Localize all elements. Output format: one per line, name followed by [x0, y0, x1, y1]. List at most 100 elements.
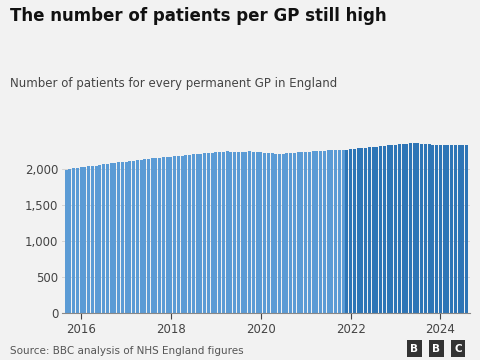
- Bar: [188, 155, 191, 313]
- Bar: [158, 158, 161, 313]
- Bar: [166, 157, 168, 313]
- Bar: [117, 162, 120, 313]
- Bar: [248, 151, 251, 313]
- Bar: [383, 146, 386, 313]
- Bar: [342, 150, 345, 313]
- Bar: [132, 161, 135, 313]
- Bar: [222, 152, 225, 313]
- Bar: [315, 151, 318, 313]
- Bar: [405, 144, 408, 313]
- Bar: [424, 144, 427, 313]
- Bar: [417, 143, 420, 313]
- Bar: [386, 145, 390, 313]
- Text: Source: BBC analysis of NHS England figures: Source: BBC analysis of NHS England figu…: [10, 346, 243, 356]
- Bar: [244, 152, 247, 313]
- Bar: [428, 144, 431, 313]
- Bar: [319, 151, 322, 313]
- Bar: [338, 150, 341, 313]
- Bar: [106, 164, 109, 313]
- Bar: [192, 154, 195, 313]
- Bar: [297, 152, 300, 313]
- Bar: [259, 152, 262, 313]
- Bar: [136, 160, 139, 313]
- Bar: [252, 152, 255, 313]
- Bar: [278, 154, 281, 313]
- Bar: [432, 145, 434, 313]
- Bar: [240, 152, 243, 313]
- Bar: [87, 166, 90, 313]
- Bar: [304, 152, 307, 313]
- Bar: [439, 145, 442, 313]
- Bar: [128, 161, 131, 313]
- Bar: [349, 149, 352, 313]
- Bar: [286, 153, 288, 313]
- Bar: [184, 155, 187, 313]
- Bar: [180, 156, 184, 313]
- Bar: [271, 153, 274, 313]
- Bar: [353, 149, 356, 313]
- Bar: [457, 145, 461, 313]
- Bar: [327, 150, 330, 313]
- Bar: [289, 153, 292, 313]
- Bar: [409, 143, 412, 313]
- Bar: [76, 168, 79, 313]
- Bar: [300, 152, 303, 313]
- Bar: [207, 153, 210, 313]
- Bar: [446, 145, 449, 313]
- Bar: [177, 156, 180, 313]
- Bar: [390, 145, 393, 313]
- Bar: [196, 154, 199, 313]
- Bar: [413, 143, 416, 313]
- Bar: [274, 154, 277, 313]
- Bar: [109, 163, 112, 313]
- Bar: [465, 145, 468, 313]
- Bar: [372, 147, 374, 313]
- Bar: [308, 152, 311, 313]
- Bar: [461, 145, 465, 313]
- Bar: [65, 170, 68, 313]
- Bar: [398, 144, 401, 313]
- Bar: [255, 152, 259, 313]
- Bar: [420, 144, 423, 313]
- Bar: [102, 164, 105, 313]
- Bar: [151, 158, 154, 313]
- Bar: [282, 154, 285, 313]
- Text: The number of patients per GP still high: The number of patients per GP still high: [10, 7, 386, 25]
- Bar: [330, 150, 334, 313]
- Bar: [98, 165, 101, 313]
- Bar: [293, 153, 296, 313]
- Bar: [379, 146, 382, 313]
- Bar: [323, 151, 326, 313]
- Bar: [312, 151, 315, 313]
- Bar: [368, 147, 371, 313]
- Bar: [226, 151, 228, 313]
- Bar: [155, 158, 157, 313]
- Bar: [357, 148, 360, 313]
- Bar: [237, 152, 240, 313]
- Bar: [364, 148, 367, 313]
- Bar: [80, 167, 83, 313]
- Bar: [394, 145, 397, 313]
- Bar: [199, 154, 203, 313]
- Text: B: B: [410, 343, 419, 354]
- Bar: [121, 162, 124, 313]
- Bar: [113, 163, 116, 313]
- Bar: [454, 145, 457, 313]
- Text: B: B: [432, 343, 441, 354]
- Bar: [267, 153, 270, 313]
- Bar: [173, 156, 176, 313]
- Bar: [263, 153, 266, 313]
- Bar: [143, 159, 146, 313]
- Bar: [91, 166, 94, 313]
- Bar: [211, 153, 214, 313]
- Bar: [435, 145, 438, 313]
- Bar: [346, 150, 348, 313]
- Bar: [95, 166, 97, 313]
- Bar: [124, 162, 128, 313]
- Bar: [84, 167, 86, 313]
- Bar: [360, 148, 363, 313]
- Text: C: C: [455, 343, 462, 354]
- Bar: [402, 144, 405, 313]
- Bar: [147, 159, 150, 313]
- Bar: [334, 150, 337, 313]
